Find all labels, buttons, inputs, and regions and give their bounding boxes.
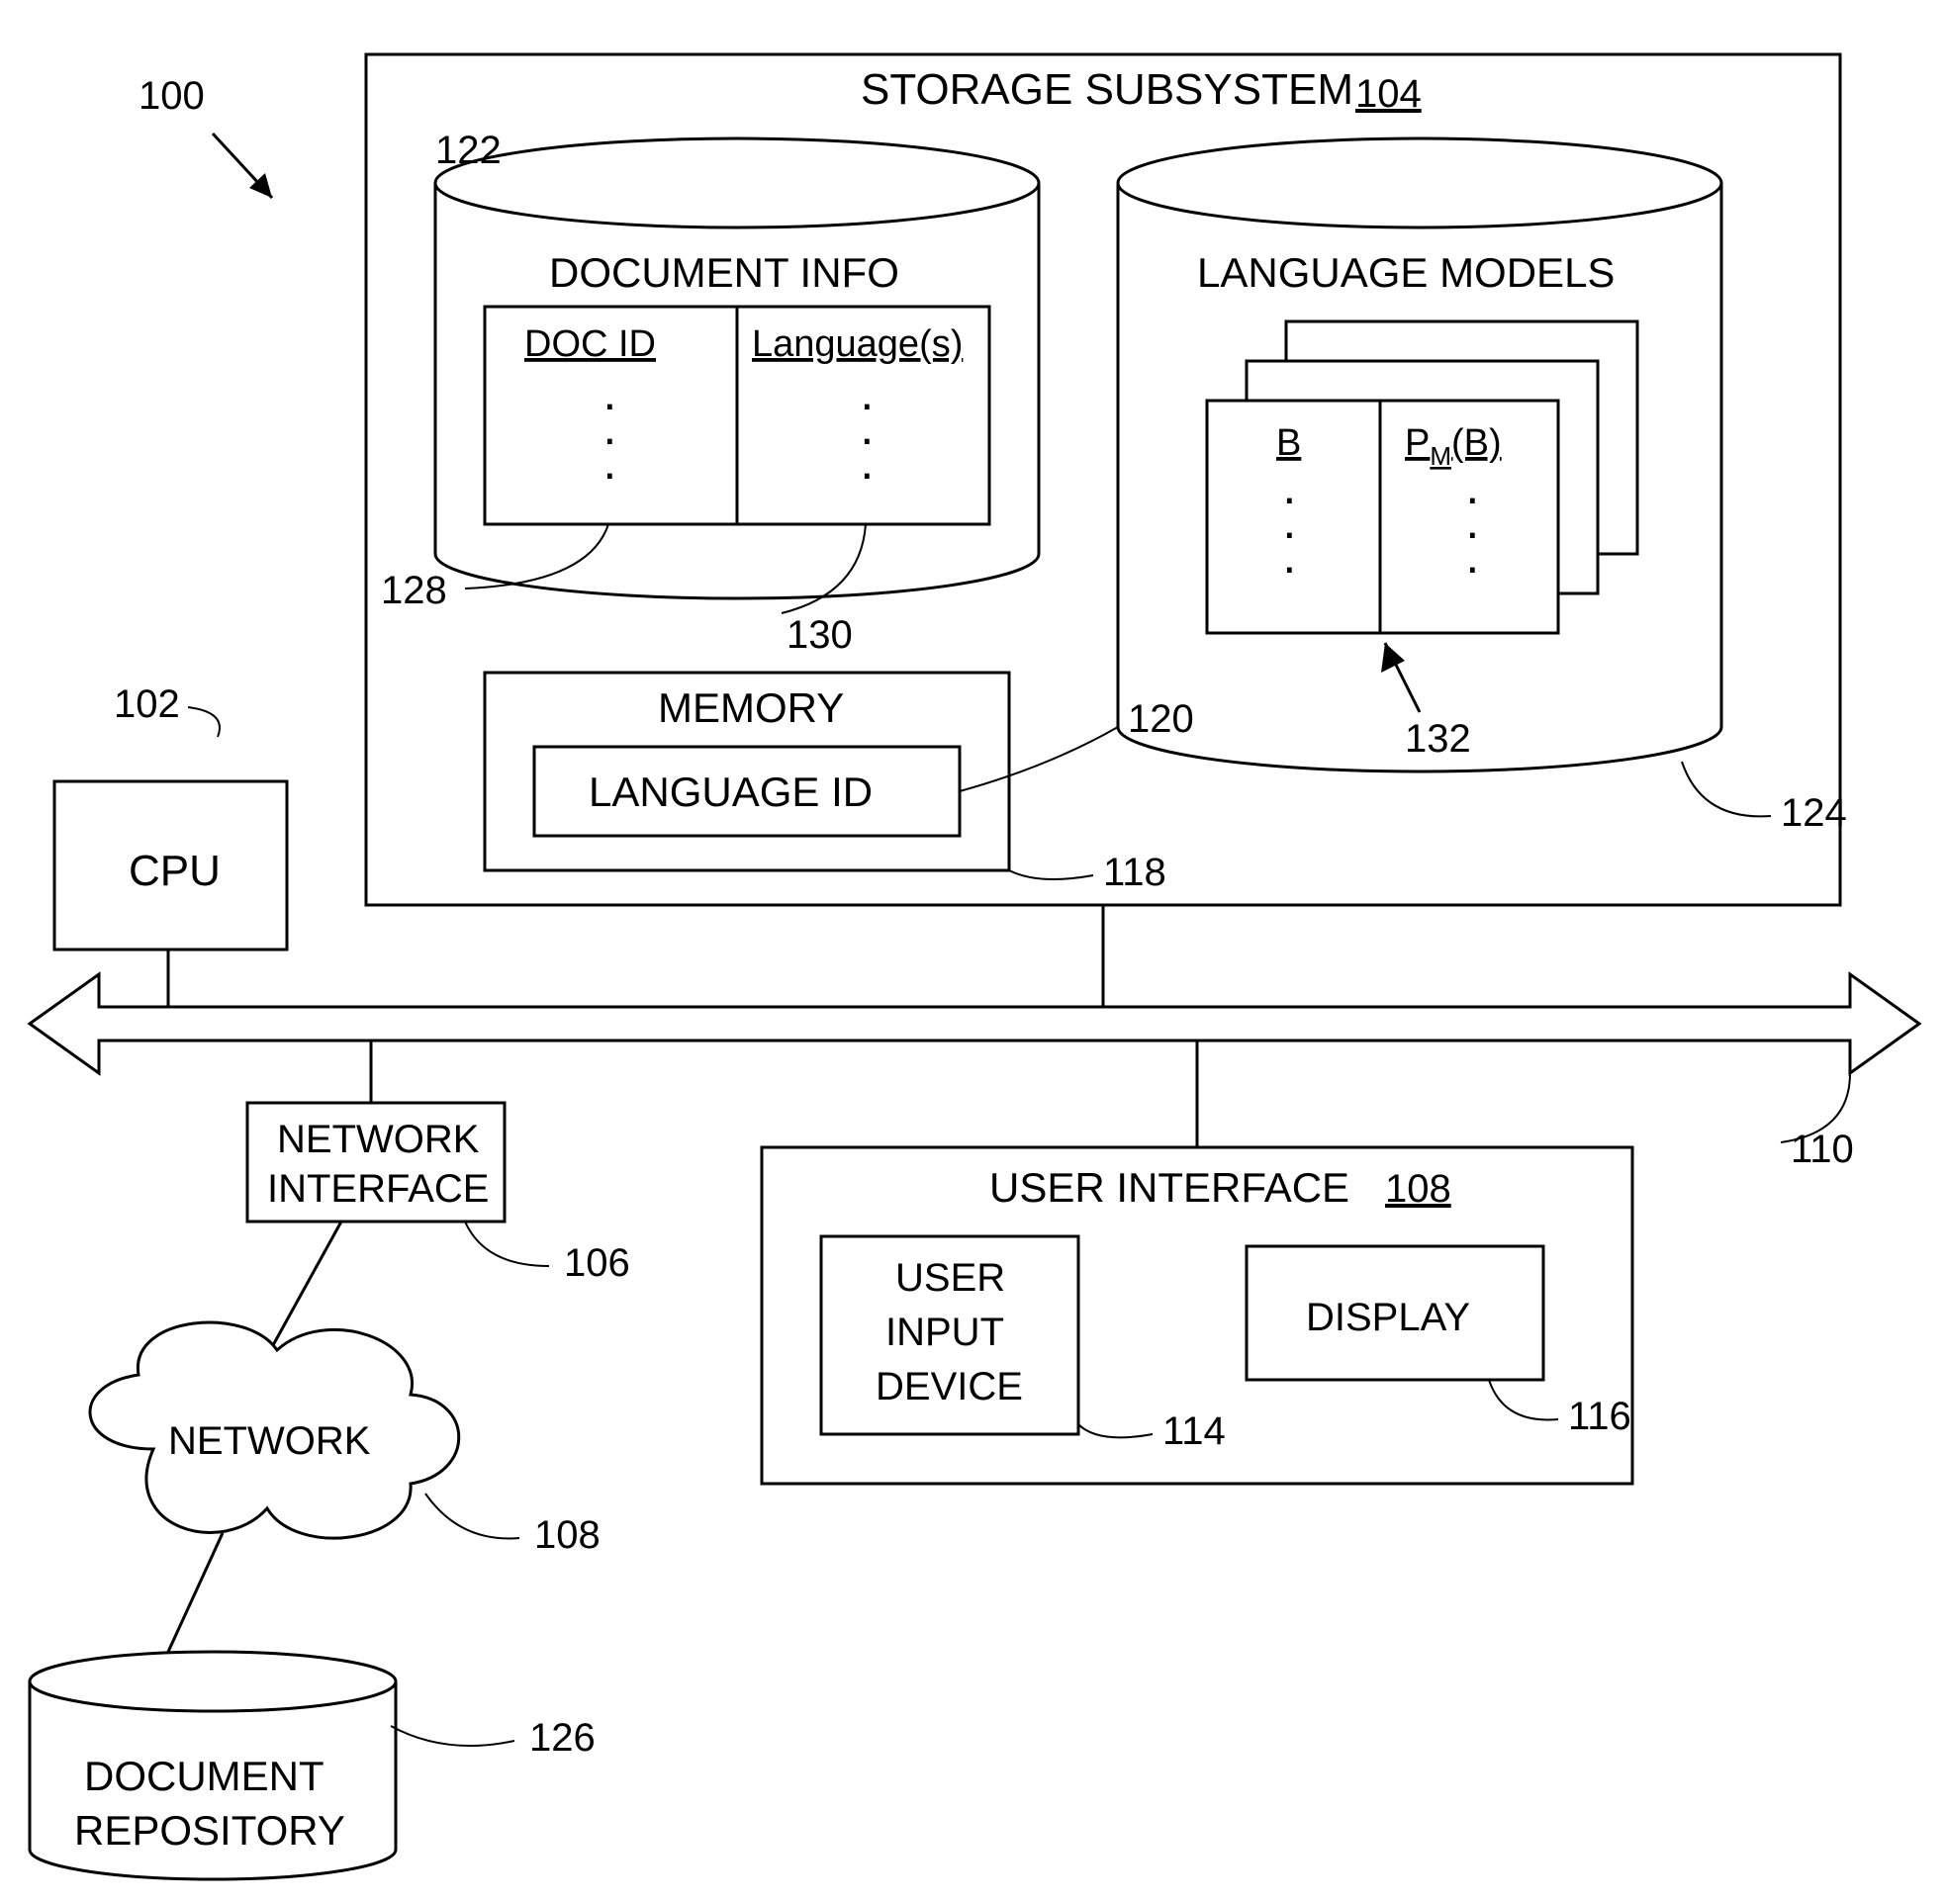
svg-text:·: · xyxy=(1281,539,1298,594)
uid-l2: INPUT xyxy=(885,1311,1004,1354)
doc-repo-l2: REPOSITORY xyxy=(74,1807,345,1854)
network-interface-l2: INTERFACE xyxy=(267,1167,489,1211)
bus-arrow xyxy=(30,974,1919,1073)
ref-104: 104 xyxy=(1355,72,1422,116)
ref-126: 126 xyxy=(529,1716,596,1760)
ref-122: 122 xyxy=(435,129,502,172)
ref-110: 110 xyxy=(1791,1128,1854,1171)
svg-text:·: · xyxy=(1464,539,1481,594)
doc-id-header: DOC ID xyxy=(524,323,656,365)
ref-108-network: 108 xyxy=(534,1513,601,1557)
svg-text:·: · xyxy=(859,445,876,500)
language-id-label: LANGUAGE ID xyxy=(589,769,873,815)
network-interface-l1: NETWORK xyxy=(277,1118,480,1161)
document-info-title: DOCUMENT INFO xyxy=(549,249,899,296)
uid-l3: DEVICE xyxy=(876,1365,1023,1408)
language-models-cylinder: LANGUAGE MODELS B PM(B) · · · · · · xyxy=(1118,138,1721,771)
document-repository-cylinder: DOCUMENT REPOSITORY xyxy=(30,1652,396,1879)
ref-132: 132 xyxy=(1405,717,1471,761)
ref-116: 116 xyxy=(1568,1395,1631,1438)
ref-124: 124 xyxy=(1781,791,1847,835)
svg-text:·: · xyxy=(602,445,618,500)
languages-header: Language(s) xyxy=(752,323,963,365)
lm-col-b: B xyxy=(1276,422,1301,464)
lm-col-pmb: PM(B) xyxy=(1405,422,1502,471)
ref-114: 114 xyxy=(1162,1409,1226,1453)
ref-106: 106 xyxy=(564,1241,630,1285)
ref-118: 118 xyxy=(1103,851,1166,894)
ref-102: 102 xyxy=(114,682,180,726)
storage-subsystem-title: STORAGE SUBSYSTEM xyxy=(861,65,1353,114)
language-models-title: LANGUAGE MODELS xyxy=(1197,249,1615,296)
ref-128: 128 xyxy=(381,569,447,612)
doc-repo-l1: DOCUMENT xyxy=(84,1753,324,1799)
ref-120: 120 xyxy=(1128,697,1194,741)
ref-100: 100 xyxy=(139,74,205,118)
user-interface-title: USER INTERFACE xyxy=(989,1164,1349,1211)
document-info-cylinder: DOCUMENT INFO DOC ID Language(s) · · · ·… xyxy=(435,138,1039,598)
display-label: DISPLAY xyxy=(1306,1296,1470,1339)
network-label: NETWORK xyxy=(168,1419,371,1463)
uid-l1: USER xyxy=(895,1256,1005,1300)
ref-108-ui: 108 xyxy=(1385,1167,1451,1211)
memory-title: MEMORY xyxy=(658,684,844,731)
cpu-label: CPU xyxy=(129,847,221,895)
system-diagram: 100 STORAGE SUBSYSTEM 104 DOCUMENT INFO … xyxy=(0,0,1945,1904)
ref-130: 130 xyxy=(787,613,853,657)
